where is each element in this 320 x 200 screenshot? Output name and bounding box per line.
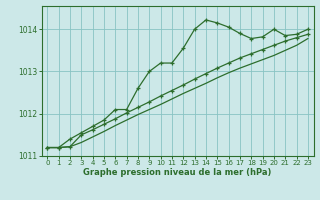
X-axis label: Graphe pression niveau de la mer (hPa): Graphe pression niveau de la mer (hPa) (84, 168, 272, 177)
